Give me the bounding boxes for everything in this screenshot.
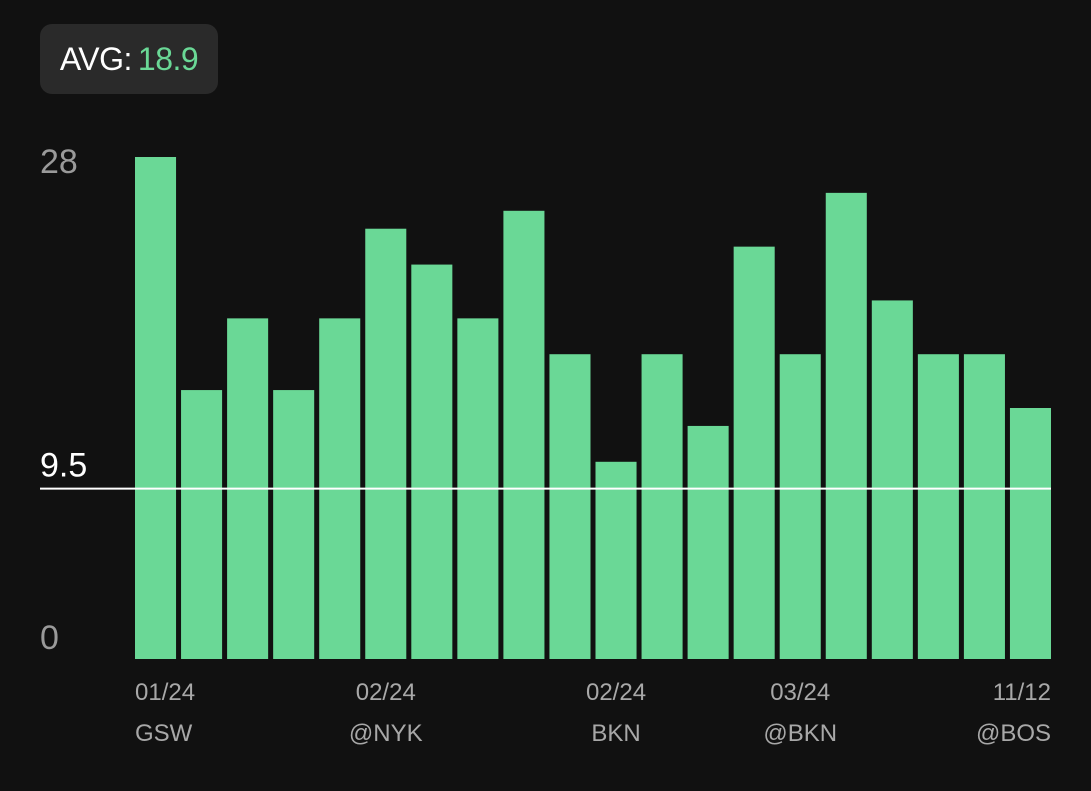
x-opponent-label: @NYK <box>349 720 423 747</box>
x-date-label: 02/24 <box>356 679 416 706</box>
average-label: AVG: <box>59 40 133 77</box>
bar-15[interactable] <box>779 354 821 659</box>
bar-10[interactable] <box>549 354 591 659</box>
x-date-label: 01/24 <box>135 679 195 706</box>
x-date-label: 03/24 <box>770 679 830 706</box>
x-opponent-label: @BOS <box>976 720 1051 747</box>
average-badge: AVG: 18.9 <box>40 24 218 94</box>
bar-6[interactable] <box>365 228 407 659</box>
bar-20[interactable] <box>1009 408 1051 659</box>
bar-12[interactable] <box>641 354 683 659</box>
bar-16[interactable] <box>825 192 867 660</box>
reference-line-label: 9.5 <box>40 447 87 485</box>
bar-19[interactable] <box>963 354 1005 659</box>
bar-2[interactable] <box>181 390 223 659</box>
bar-4[interactable] <box>273 390 315 659</box>
y-tick-label: 0 <box>40 619 59 657</box>
bar-13[interactable] <box>687 425 729 659</box>
bar-9[interactable] <box>503 210 545 660</box>
bar-17[interactable] <box>871 300 913 659</box>
bar-18[interactable] <box>917 354 959 659</box>
x-opponent-label: GSW <box>135 720 193 747</box>
x-date-label: 11/12 <box>993 679 1051 706</box>
x-opponent-label: @BKN <box>763 720 837 747</box>
x-opponent-label: BKN <box>591 720 640 747</box>
x-date-label: 02/24 <box>586 679 646 706</box>
bar-7[interactable] <box>411 264 453 659</box>
bar-14[interactable] <box>733 246 775 659</box>
y-tick-label: 28 <box>40 143 78 181</box>
bar-1[interactable] <box>135 157 177 659</box>
average-value: 18.9 <box>137 40 199 77</box>
bar-11[interactable] <box>595 461 637 659</box>
